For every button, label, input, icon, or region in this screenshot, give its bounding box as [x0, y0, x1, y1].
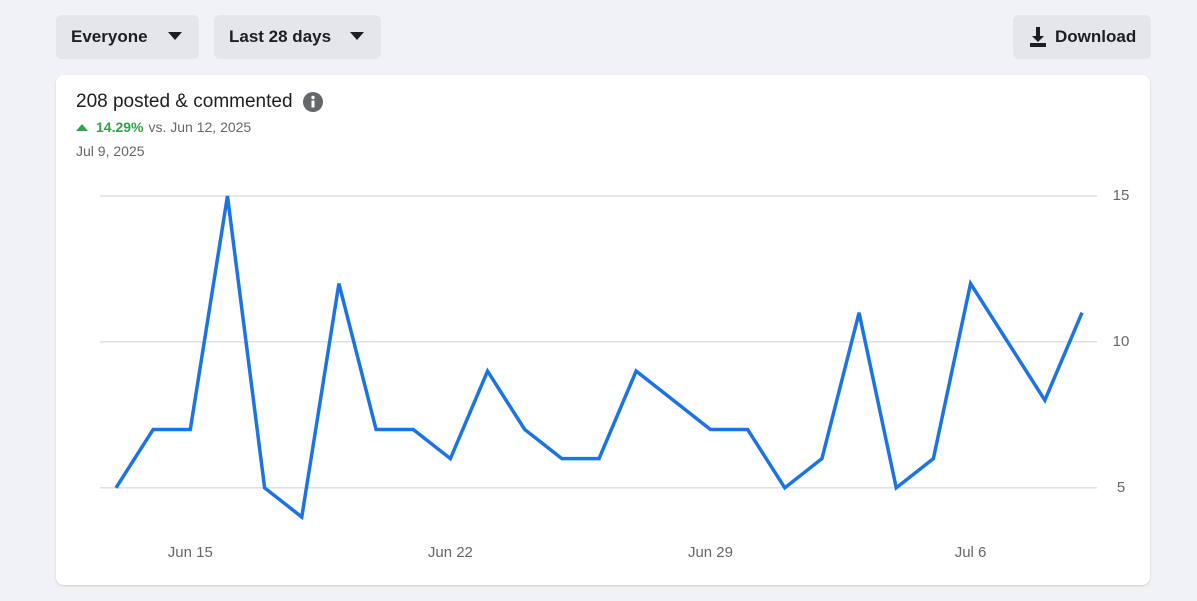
y-tick-label: 10 — [1113, 333, 1130, 350]
card-header: 208 posted & commented — [76, 91, 323, 113]
x-tick-label: Jun 29 — [688, 544, 733, 561]
caret-icon — [168, 32, 182, 40]
report-date: Jul 9, 2025 — [76, 143, 145, 159]
range-dropdown[interactable]: Last 28 days — [214, 15, 381, 59]
chart: 5 10 15 Jun 15 Jun 22 Jun 29 Jul 6 — [100, 187, 1130, 561]
button-label: Download — [1055, 27, 1137, 46]
download-icon — [1030, 27, 1046, 47]
data-line — [114, 195, 1084, 521]
x-tick-label: Jun 22 — [428, 544, 473, 561]
caret-icon — [350, 32, 364, 40]
dropdown-label: Last 28 days — [229, 27, 332, 46]
change-row: 14.29% vs. Jun 12, 2025 — [76, 119, 251, 135]
info-icon[interactable] — [302, 92, 323, 112]
x-tick-label: Jul 6 — [955, 544, 987, 561]
audience-dropdown[interactable]: Everyone — [56, 15, 199, 59]
comparison: vs. Jun 12, 2025 — [148, 119, 252, 135]
up-arrow-icon — [76, 124, 88, 131]
y-tick-label: 15 — [1113, 187, 1130, 204]
y-tick-label: 5 — [1117, 479, 1125, 496]
x-tick-label: Jun 15 — [168, 544, 213, 561]
download-button[interactable]: Download — [1013, 15, 1151, 59]
chart-card: 208 posted & commented 14.29% vs. Jun 12… — [56, 75, 1150, 585]
change-percent: 14.29% — [96, 119, 144, 135]
dropdown-label: Everyone — [71, 27, 148, 46]
card-title: 208 posted & commented — [76, 91, 293, 112]
